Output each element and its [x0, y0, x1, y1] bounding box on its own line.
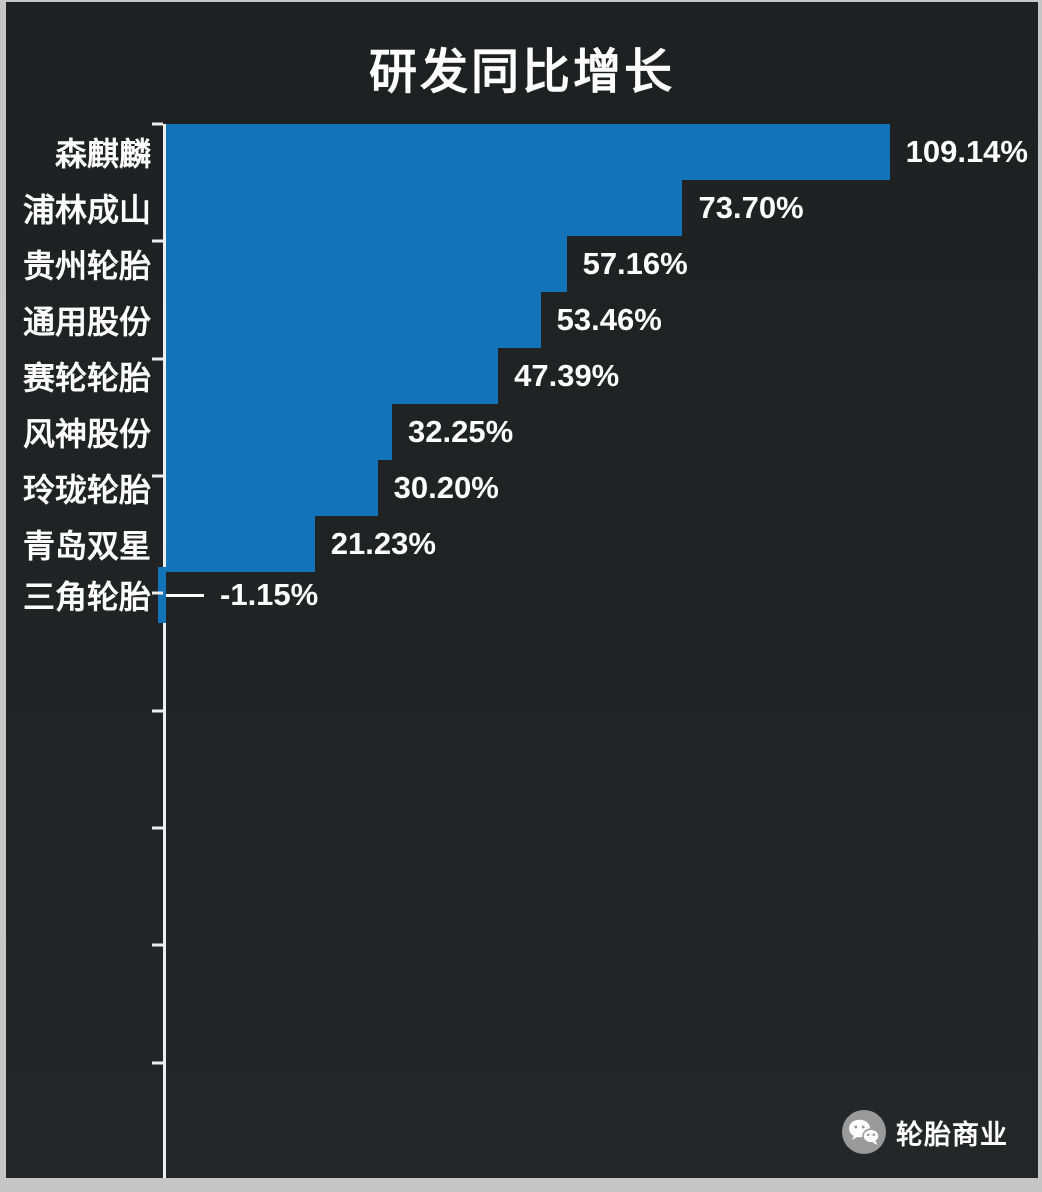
category-label: 通用股份 [22, 304, 151, 340]
wechat-icon [842, 1110, 886, 1154]
category-label: 青岛双星 [22, 528, 151, 564]
bar [166, 516, 315, 572]
bar [166, 460, 378, 516]
negative-bar [157, 567, 166, 623]
axis-tick [152, 122, 163, 126]
bar-area: -1.15% [157, 567, 1038, 623]
bar [166, 236, 567, 292]
chart-row: 浦林成山 73.70% [6, 180, 1038, 236]
category-label: 浦林成山 [22, 192, 151, 228]
axis-tick [152, 357, 163, 361]
chart-row: 通用股份 53.46% [6, 292, 1038, 348]
bar-area: 73.70% [166, 180, 1038, 236]
axis-tick [152, 826, 163, 830]
chart-title: 研发同比增长 [368, 46, 675, 99]
value-label: 32.25% [408, 414, 514, 449]
axis-tick [152, 239, 163, 243]
category-label: 玲珑轮胎 [22, 472, 151, 508]
chart-row: 青岛双星 21.23% [6, 516, 1038, 572]
value-label: 57.16% [582, 246, 688, 281]
axis-tick [152, 474, 163, 478]
bar [166, 292, 541, 348]
axis-tick [152, 709, 163, 713]
chart-area: 森麒麟 109.14% 浦林成山 73.70% 贵州轮胎 57.16% 通用股份 53.46%… [6, 122, 1038, 1178]
value-label: 73.70% [698, 190, 804, 225]
chart-row: 风神股份 32.25% [6, 404, 1038, 460]
chart-plot: 森麒麟 109.14% 浦林成山 73.70% 贵州轮胎 57.16% 通用股份 53.46%… [6, 124, 1038, 623]
chart-row: 玲珑轮胎 30.20% [6, 460, 1038, 516]
value-label: 47.39% [514, 358, 620, 393]
chart-row: 森麒麟 109.14% [6, 124, 1038, 180]
value-label: 53.46% [556, 302, 662, 337]
watermark-label: 轮胎商业 [896, 1119, 1008, 1150]
chart-row: 三角轮胎 -1.15% [6, 567, 1038, 623]
category-label: 贵州轮胎 [22, 248, 151, 284]
value-label: 109.14% [905, 134, 1028, 169]
axis-tick [152, 1061, 163, 1065]
bar-area: 57.16% [166, 236, 1038, 292]
category-label: 三角轮胎 [22, 579, 151, 615]
category-label: 森麒麟 [54, 136, 151, 172]
bar [166, 124, 890, 180]
watermark: 轮胎商业 [842, 1110, 1008, 1154]
bar-area: 30.20% [166, 460, 1038, 516]
bar-area: 47.39% [166, 348, 1038, 404]
bar [166, 404, 392, 460]
leader-line [166, 593, 204, 597]
chart-row: 贵州轮胎 57.16% [6, 236, 1038, 292]
value-label: -1.15% [220, 577, 319, 612]
y-axis-line [163, 124, 166, 1178]
category-label: 风神股份 [22, 416, 151, 452]
bar-area: 53.46% [166, 292, 1038, 348]
bar-area: 32.25% [166, 404, 1038, 460]
chart-canvas: 研发同比增长 森麒麟 109.14% 浦林成山 73.70% 贵州轮胎 57.16% 通用股… [6, 2, 1038, 1178]
value-label: 30.20% [393, 470, 499, 505]
category-label: 赛轮轮胎 [22, 360, 151, 396]
bar-area: 109.14% [166, 124, 1038, 180]
chart-row: 赛轮轮胎 47.39% [6, 348, 1038, 404]
axis-tick [152, 591, 163, 595]
axis-tick [152, 943, 163, 947]
bar [166, 180, 683, 236]
value-label: 21.23% [330, 526, 436, 561]
bar [166, 348, 499, 404]
bar-area: 21.23% [166, 516, 1038, 572]
